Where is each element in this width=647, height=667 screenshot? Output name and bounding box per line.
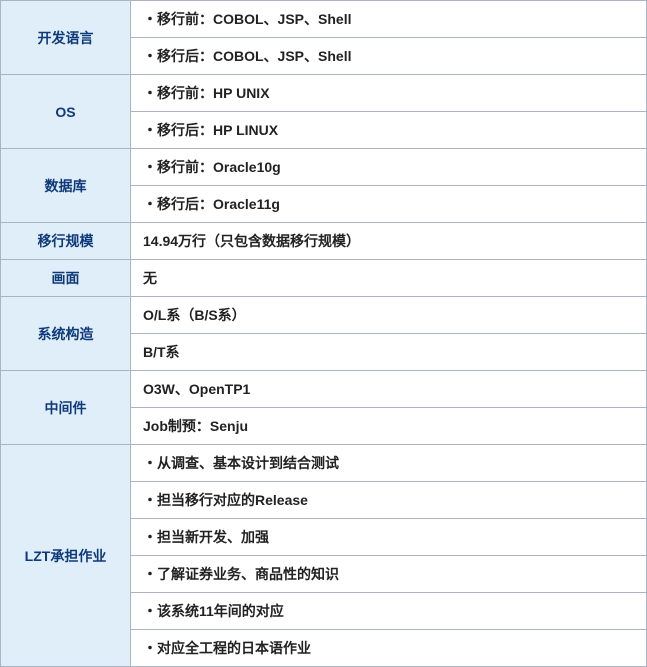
row-label: 开发语言 — [1, 1, 131, 75]
value-line: 无 — [131, 260, 646, 296]
table-row: 数据库・移行前：Oracle10g・移行后：Oracle11g — [1, 149, 647, 223]
value-line: ・担当新开发、加强 — [131, 519, 646, 556]
value-line: B/T系 — [131, 334, 646, 370]
value-line: 14.94万行（只包含数据移行规模） — [131, 223, 646, 259]
value-line: ・移行前：Oracle10g — [131, 149, 646, 186]
spec-table: 开发语言・移行前：COBOL、JSP、Shell・移行后：COBOL、JSP、S… — [0, 0, 647, 667]
table-row: 移行规模14.94万行（只包含数据移行规模） — [1, 223, 647, 260]
value-line: ・担当移行对应的Release — [131, 482, 646, 519]
table-row: 中间件O3W、OpenTP1Job制预：Senju — [1, 371, 647, 445]
row-value: O/L系（B/S系）B/T系 — [131, 297, 647, 371]
value-line: O3W、OpenTP1 — [131, 371, 646, 408]
value-line: ・移行后：Oracle11g — [131, 186, 646, 222]
value-line: ・移行前：COBOL、JSP、Shell — [131, 1, 646, 38]
value-line: Job制预：Senju — [131, 408, 646, 444]
value-line: ・移行前：HP UNIX — [131, 75, 646, 112]
row-label: 数据库 — [1, 149, 131, 223]
row-label: 画面 — [1, 260, 131, 297]
row-value: O3W、OpenTP1Job制预：Senju — [131, 371, 647, 445]
table-row: OS・移行前：HP UNIX・移行后：HP LINUX — [1, 75, 647, 149]
value-line: O/L系（B/S系） — [131, 297, 646, 334]
spec-table-body: 开发语言・移行前：COBOL、JSP、Shell・移行后：COBOL、JSP、S… — [1, 1, 647, 667]
value-line: ・对应全工程的日本语作业 — [131, 630, 646, 666]
row-value: ・移行前：COBOL、JSP、Shell・移行后：COBOL、JSP、Shell — [131, 1, 647, 75]
value-line: ・了解证券业务、商品性的知识 — [131, 556, 646, 593]
row-label: OS — [1, 75, 131, 149]
table-row: LZT承担作业・从调查、基本设计到结合测试・担当移行对应的Release・担当新… — [1, 445, 647, 667]
value-line: ・移行后：COBOL、JSP、Shell — [131, 38, 646, 74]
value-line: ・该系统11年间的对应 — [131, 593, 646, 630]
row-value: ・移行前：HP UNIX・移行后：HP LINUX — [131, 75, 647, 149]
table-row: 开发语言・移行前：COBOL、JSP、Shell・移行后：COBOL、JSP、S… — [1, 1, 647, 75]
row-label: 系统构造 — [1, 297, 131, 371]
row-value: ・移行前：Oracle10g・移行后：Oracle11g — [131, 149, 647, 223]
table-row: 画面无 — [1, 260, 647, 297]
row-value: 无 — [131, 260, 647, 297]
row-label: LZT承担作业 — [1, 445, 131, 667]
value-line: ・移行后：HP LINUX — [131, 112, 646, 148]
table-row: 系统构造O/L系（B/S系）B/T系 — [1, 297, 647, 371]
row-label: 中间件 — [1, 371, 131, 445]
row-value: 14.94万行（只包含数据移行规模） — [131, 223, 647, 260]
row-value: ・从调查、基本设计到结合测试・担当移行对应的Release・担当新开发、加强・了… — [131, 445, 647, 667]
value-line: ・从调查、基本设计到结合测试 — [131, 445, 646, 482]
row-label: 移行规模 — [1, 223, 131, 260]
